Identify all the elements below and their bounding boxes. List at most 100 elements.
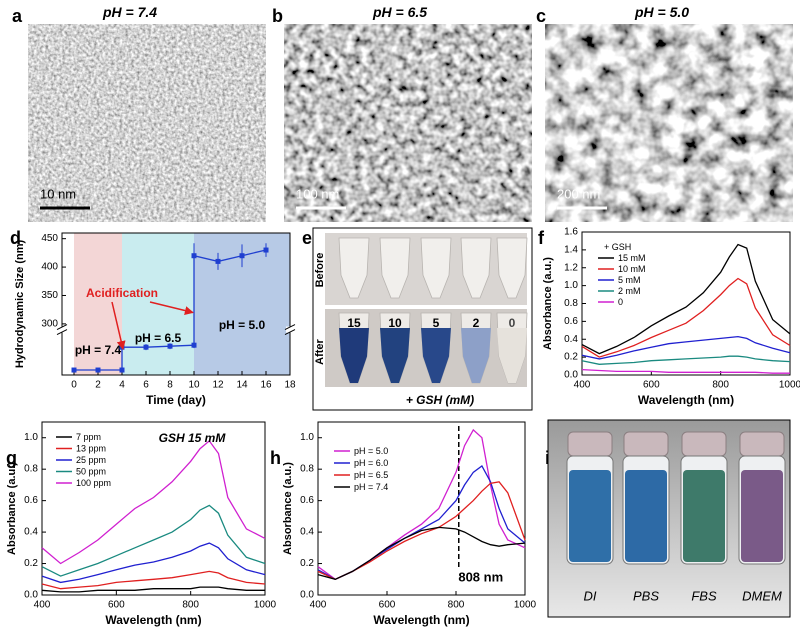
x-axis-title: Wavelength (nm) bbox=[373, 613, 469, 627]
tube bbox=[460, 237, 492, 299]
region-label: pH = 5.0 bbox=[219, 318, 266, 332]
legend-label: 5 mM bbox=[618, 275, 641, 285]
data-point bbox=[215, 258, 221, 264]
data-point bbox=[71, 367, 77, 373]
row-label: Before bbox=[314, 253, 326, 288]
x-tick-label: 800 bbox=[182, 600, 199, 611]
data-point bbox=[239, 253, 245, 259]
y-tick-label: 0.0 bbox=[300, 590, 314, 601]
data-point bbox=[95, 367, 101, 373]
tube-label: 10 bbox=[388, 316, 402, 330]
annotation-arrow bbox=[149, 301, 194, 315]
y-tick-label: 0.8 bbox=[24, 464, 38, 475]
x-tick-label: 400 bbox=[574, 380, 591, 391]
tube-liquid bbox=[421, 328, 451, 383]
legend-label: 15 mM bbox=[618, 253, 646, 263]
vial-liquid bbox=[569, 470, 611, 562]
y-tick-label: 1.6 bbox=[564, 227, 578, 238]
y-tick-label: 0.4 bbox=[300, 527, 314, 538]
legend-label: pH = 6.0 bbox=[354, 458, 388, 468]
legend-label: 100 ppm bbox=[76, 478, 111, 488]
series-line bbox=[581, 335, 791, 360]
panel-label: g bbox=[6, 448, 17, 468]
axis-break bbox=[284, 324, 296, 331]
vial-cap bbox=[567, 431, 613, 457]
y-tick-label: 0.8 bbox=[300, 464, 314, 475]
legend-label: 50 ppm bbox=[76, 467, 106, 477]
data-point bbox=[119, 367, 125, 373]
x-tick-label: 6 bbox=[143, 380, 149, 391]
legend-label: pH = 7.4 bbox=[354, 482, 388, 492]
x-tick-label: 1000 bbox=[779, 380, 800, 391]
x-tick-label: 1000 bbox=[254, 600, 277, 611]
series-line bbox=[41, 504, 266, 577]
tube bbox=[338, 237, 370, 299]
legend-label: 7 ppm bbox=[76, 432, 101, 442]
x-tick-label: 8 bbox=[167, 380, 173, 391]
y-axis-title: Hydrodynamic Size (nm) bbox=[14, 239, 26, 368]
tube bbox=[420, 237, 452, 299]
vial-label: PBS bbox=[633, 589, 659, 604]
y-tick-label: 1.0 bbox=[564, 280, 578, 291]
legend-label: 13 ppm bbox=[76, 444, 106, 454]
series-line bbox=[41, 570, 266, 590]
y-tick-label: 0.2 bbox=[24, 558, 38, 569]
series-line bbox=[317, 428, 526, 581]
scale-bar-label: 100 nm bbox=[296, 187, 339, 202]
plot-frame bbox=[317, 421, 526, 596]
x-tick-label: 400 bbox=[310, 600, 327, 611]
scale-bar-label: 200 nm bbox=[557, 187, 600, 202]
tube-label: 5 bbox=[433, 316, 440, 330]
vial-cap bbox=[739, 431, 785, 457]
panel-label: d bbox=[10, 228, 21, 248]
x-tick-label: 600 bbox=[379, 600, 396, 611]
y-axis-title: Absorbance (a.u.) bbox=[282, 462, 294, 555]
y-tick-label: 0.8 bbox=[564, 298, 578, 309]
vial-label: DI bbox=[584, 589, 597, 604]
y-tick-label: 0.2 bbox=[564, 352, 578, 363]
axis-break bbox=[284, 329, 296, 336]
x-tick-label: 600 bbox=[108, 600, 125, 611]
axis-break-gap bbox=[58, 326, 66, 333]
y-tick-label: 1.2 bbox=[564, 262, 578, 273]
axis-break-gap bbox=[286, 326, 294, 333]
x-tick-label: 18 bbox=[284, 380, 296, 391]
data-point bbox=[143, 344, 149, 350]
y-tick-label: 1.0 bbox=[300, 432, 314, 443]
y-tick-label: 1.0 bbox=[24, 432, 38, 443]
series-line bbox=[41, 439, 266, 565]
x-tick-label: 12 bbox=[212, 380, 224, 391]
plot-frame bbox=[61, 232, 291, 376]
x-tick-label: 10 bbox=[188, 380, 200, 391]
reference-label: 808 nm bbox=[458, 570, 503, 585]
panel-title: pH = 7.4 bbox=[102, 4, 157, 20]
panel-label: f bbox=[538, 228, 545, 248]
series-line bbox=[317, 481, 526, 581]
scale-bar-label: 10 nm bbox=[40, 187, 76, 202]
series-line bbox=[41, 542, 266, 584]
panel-label: h bbox=[270, 448, 281, 468]
legend-label: pH = 5.0 bbox=[354, 446, 388, 456]
x-tick-label: 16 bbox=[260, 380, 272, 391]
series-line bbox=[41, 586, 265, 593]
vial-label: DMEM bbox=[742, 589, 782, 604]
x-tick-label: 800 bbox=[712, 380, 729, 391]
vial-liquid bbox=[683, 470, 725, 562]
y-tick-label: 0.4 bbox=[564, 334, 578, 345]
vial-liquid bbox=[741, 470, 783, 562]
y-tick-label: 350 bbox=[41, 290, 58, 301]
y-axis-title: Absorbance (a.u.) bbox=[542, 257, 554, 350]
y-tick-label: 0.6 bbox=[300, 495, 314, 506]
vial-cap bbox=[623, 431, 669, 457]
legend-label: 25 ppm bbox=[76, 455, 106, 465]
y-tick-label: 400 bbox=[41, 262, 58, 273]
data-point bbox=[263, 247, 269, 253]
series-line bbox=[581, 355, 791, 365]
y-tick-label: 300 bbox=[41, 318, 58, 329]
legend-title: + GSH bbox=[604, 242, 631, 252]
tube bbox=[496, 237, 528, 299]
tube-liquid bbox=[461, 328, 491, 383]
legend-label: 0 bbox=[618, 297, 623, 307]
